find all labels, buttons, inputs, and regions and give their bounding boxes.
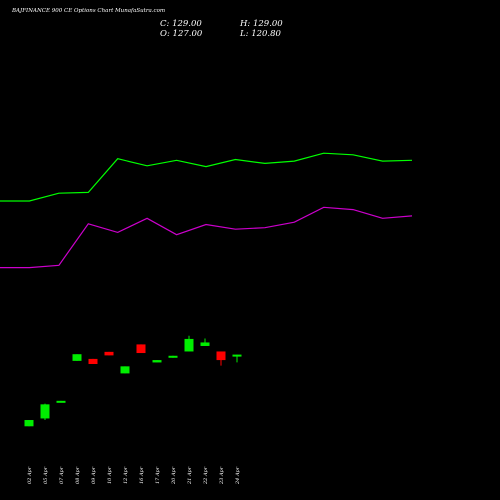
x-tick-label: 17 Apr [155,466,161,484]
candles-layer [24,335,242,427]
candle-13 [232,354,242,363]
candle-body [152,360,162,363]
candle-0 [24,420,34,427]
candle-body [168,355,178,358]
candle-body [72,354,82,361]
x-tick-label: 02 Apr [27,466,33,484]
candle-body [104,351,114,356]
x-tick-label: 22 Apr [203,466,209,485]
x-tick-label: 09 Apr [91,466,97,484]
candle-2 [56,400,66,403]
upper-band-line [0,152,413,202]
x-tick-label: 07 Apr [59,466,65,484]
candle-body [120,366,130,374]
candle-6 [120,366,130,374]
candle-8 [152,360,162,363]
candle-5 [104,351,114,356]
x-tick-label: 10 Apr [107,466,113,484]
candle-4 [88,358,98,364]
candle-12 [216,351,226,366]
low-label: L: 120.80 [240,29,281,39]
candle-body [184,338,194,352]
x-tick-label: 12 Apr [123,466,129,484]
candle-body [216,351,226,361]
candle-body [88,358,98,364]
candle-body [136,344,146,354]
candle-body [40,404,50,419]
open-label: O: 127.00 [160,29,203,39]
x-tick-label: 23 Apr [219,466,225,485]
x-tick-label: 24 Apr [235,466,241,485]
x-tick-label: 16 Apr [139,466,145,484]
x-tick-label: 21 Apr [187,466,193,485]
candle-1 [40,403,50,421]
candle-7 [136,344,146,354]
candle-9 [168,355,178,358]
candle-11 [200,338,210,346]
x-tick-label: 20 Apr [171,466,177,485]
bands-layer [0,152,413,269]
x-tick-label: 08 Apr [75,466,81,484]
candle-10 [184,335,194,352]
close-label: C: 129.00 [160,19,202,29]
x-tick-labels: 02 Apr 05 Apr 07 Apr 08 Apr 09 Apr 10 Apr 12 A… [27,466,241,485]
candle-body [200,342,210,346]
chart-title: BAJFINANCE 900 CE Options Chart MunafaSu… [12,8,166,14]
candle-body [232,354,242,357]
candle-body [56,400,66,403]
high-label: H: 129.00 [240,19,283,29]
candle-body [24,420,34,427]
x-tick-label: 05 Apr [43,466,49,484]
candle-3 [72,354,82,361]
lower-band-line [0,206,413,269]
